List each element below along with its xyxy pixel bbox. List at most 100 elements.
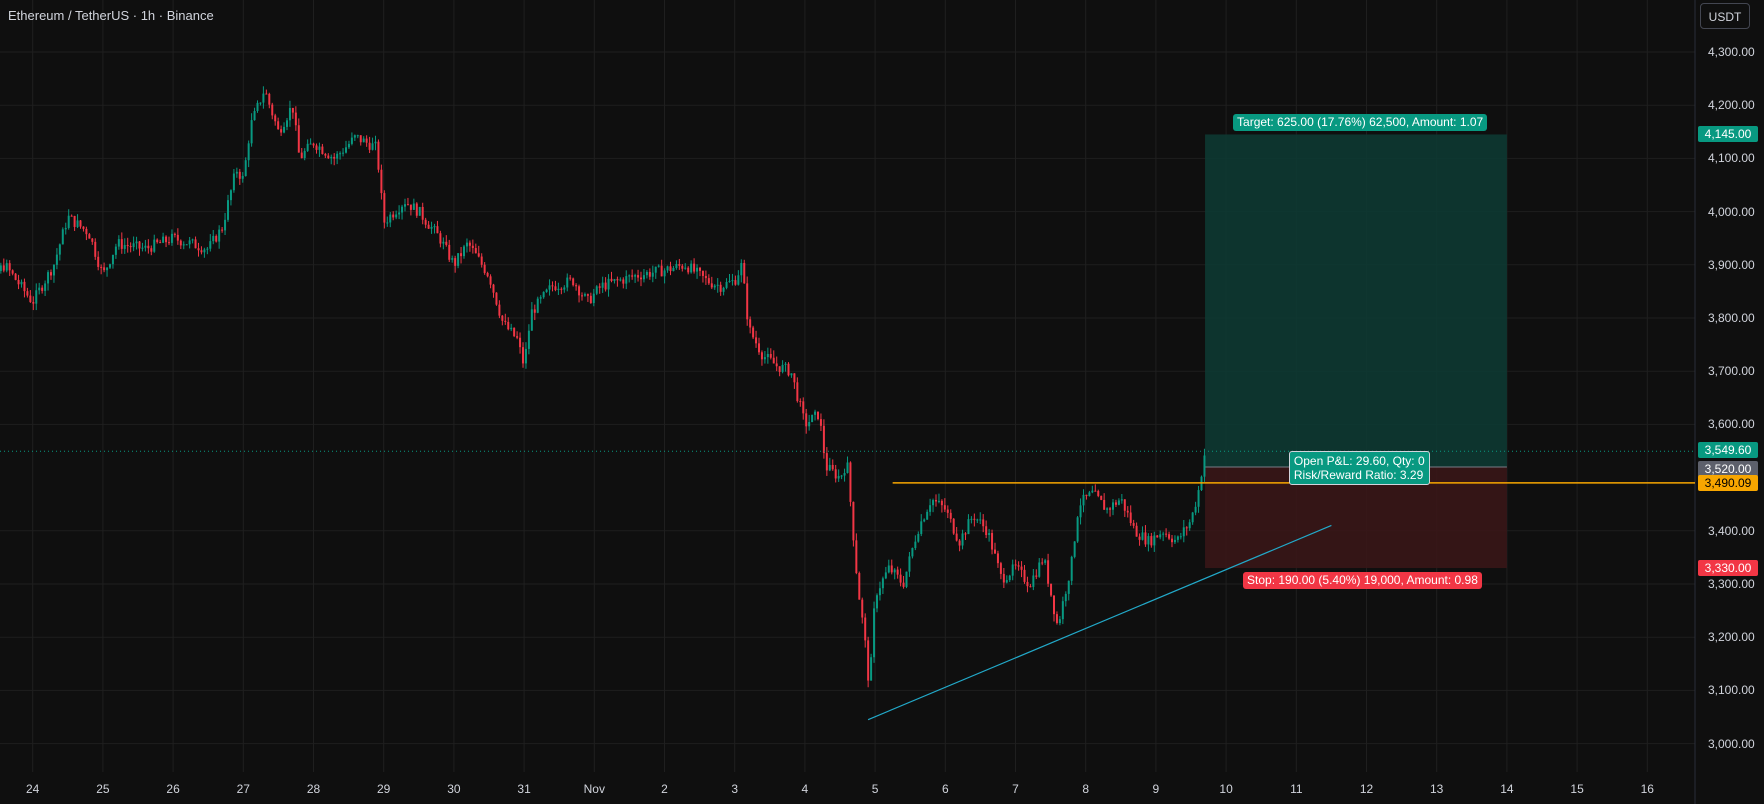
price-tick-label: 3,200.00 xyxy=(1708,630,1755,645)
candle-body xyxy=(840,475,843,477)
candle-body xyxy=(1138,536,1141,540)
candle-body xyxy=(961,533,964,546)
candle-body xyxy=(595,286,598,294)
symbol-title: Ethereum / TetherUS · 1h · Binance xyxy=(8,8,214,23)
candle-body xyxy=(294,112,297,126)
candle-body xyxy=(52,264,55,276)
candle-body xyxy=(26,291,29,296)
candle-body xyxy=(690,263,693,273)
candle-body xyxy=(1023,569,1026,582)
candle-body xyxy=(855,540,858,574)
time-tick-label: 26 xyxy=(166,782,180,796)
candle-body xyxy=(498,304,501,316)
candle-body xyxy=(964,533,967,535)
candle-body xyxy=(97,256,100,267)
candle-body xyxy=(923,519,926,522)
time-tick-label: 24 xyxy=(26,782,40,796)
candle-body xyxy=(185,244,188,246)
time-tick-label: 27 xyxy=(236,782,250,796)
candle-body xyxy=(383,193,386,223)
candle-body xyxy=(100,266,103,268)
candle-body xyxy=(176,234,179,241)
time-tick-label: 25 xyxy=(96,782,110,796)
candle-body xyxy=(949,512,952,519)
candle-body xyxy=(404,204,406,207)
candle-body xyxy=(678,263,681,266)
candle-body xyxy=(117,239,120,247)
candle-body xyxy=(935,500,937,502)
candle-body xyxy=(162,236,165,243)
candle-body xyxy=(681,265,684,269)
target-label[interactable]: Target: 625.00 (17.76%) 62,500, Amount: … xyxy=(1233,114,1488,132)
candle-body xyxy=(1005,580,1008,583)
candle-body xyxy=(129,246,132,248)
candle-body xyxy=(58,244,61,255)
position-zones xyxy=(1205,134,1507,569)
candle-body xyxy=(760,352,763,360)
candle-body xyxy=(436,226,439,234)
candle-body xyxy=(616,279,619,281)
candle-body xyxy=(1041,562,1044,564)
candle-body xyxy=(569,277,572,279)
candle-body xyxy=(946,509,949,513)
candle-body xyxy=(790,373,793,376)
candle-body xyxy=(330,156,333,159)
candle-body xyxy=(763,357,766,360)
candle-body xyxy=(1067,580,1070,594)
pnl-line: Open P&L: 29.60, Qty: 0 xyxy=(1293,453,1425,468)
candle-body xyxy=(1185,527,1188,529)
candle-body xyxy=(846,462,849,473)
candle-body xyxy=(144,245,147,248)
candle-body xyxy=(347,143,350,148)
candle-body xyxy=(825,453,828,471)
pnl-label[interactable]: Open P&L: 29.60, Qty: 0 Risk/Reward Rati… xyxy=(1288,450,1430,485)
candle-body xyxy=(1126,510,1129,513)
candle-body xyxy=(374,141,377,144)
candle-body xyxy=(530,309,533,331)
price-tick-label: 3,700.00 xyxy=(1708,364,1755,379)
candle-body xyxy=(1123,499,1126,511)
candle-body xyxy=(1070,556,1073,581)
candle-body xyxy=(457,253,460,266)
candle-body xyxy=(353,135,356,138)
candle-body xyxy=(1100,495,1103,500)
candle-body xyxy=(418,206,421,216)
candle-body xyxy=(1002,573,1005,583)
candle-body xyxy=(716,284,719,286)
candle-body xyxy=(17,279,20,285)
candle-body xyxy=(970,518,973,520)
candle-body xyxy=(805,413,808,427)
candle-body xyxy=(1194,506,1197,513)
candle-body xyxy=(890,565,893,573)
candle-body xyxy=(784,363,787,365)
candle-body xyxy=(693,263,696,272)
candle-body xyxy=(486,272,489,277)
candle-body xyxy=(878,588,881,596)
candle-body xyxy=(286,120,288,127)
candle-body xyxy=(380,169,383,194)
candle-body xyxy=(274,115,277,122)
stop-label[interactable]: Stop: 190.00 (5.40%) 19,000, Amount: 0.9… xyxy=(1243,572,1482,590)
candle-body xyxy=(979,519,982,521)
candle-body xyxy=(463,246,465,257)
candle-body xyxy=(654,266,657,273)
candle-body xyxy=(849,462,852,502)
candle-body xyxy=(669,266,672,272)
candle-body xyxy=(598,286,601,288)
candle-body xyxy=(312,143,315,146)
candle-body xyxy=(1073,541,1076,557)
currency-button[interactable]: USDT xyxy=(1700,3,1750,29)
candle-body xyxy=(746,283,749,320)
candle-body xyxy=(73,215,76,227)
candle-body xyxy=(613,279,616,281)
candle-body xyxy=(489,276,492,285)
candle-body xyxy=(1029,586,1032,588)
candle-body xyxy=(135,241,138,244)
candle-body xyxy=(749,319,752,328)
candle-body xyxy=(737,275,740,285)
candle-body xyxy=(728,281,731,283)
candle-body xyxy=(430,226,433,229)
candle-body xyxy=(85,228,88,235)
candle-body xyxy=(147,245,150,249)
